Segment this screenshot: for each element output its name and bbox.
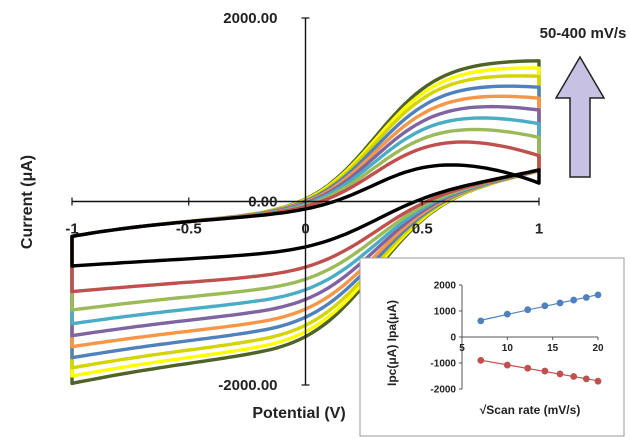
inset-frame — [359, 257, 625, 437]
inset-fit-line-1 — [480, 359, 599, 382]
main-y-tick-label: -2000.00 — [218, 377, 277, 394]
main-x-tick-label: -0.5 — [176, 221, 202, 238]
inset-point-0 — [477, 317, 485, 325]
main-x-tick-label: 0 — [301, 221, 309, 238]
inset-x-tick-label: 15 — [547, 343, 559, 354]
inset-point-0 — [541, 302, 549, 310]
inset-point-0 — [582, 294, 590, 301]
inset-y-tick-label: 2000 — [434, 281, 457, 292]
inset-y-tick-label: -2000 — [430, 385, 456, 396]
main-x-tick-label: 1 — [535, 221, 543, 238]
inset-point-1 — [570, 373, 578, 380]
main-axes: -1 -0.5 0 0.5 1 2000.00 0.00 -2000.00 — [65, 10, 543, 394]
inset-point-0 — [524, 306, 532, 314]
inset-point-1 — [524, 364, 532, 372]
inset-panel: 2000 1000 0 -1000 -2000 5 10 15 20 Ipc(μA) Ipa(μ… — [359, 257, 625, 437]
inset-point-0 — [556, 299, 564, 307]
scan-rate-annotation: 50-400 mV/s — [540, 25, 627, 42]
main-y-axis-title: Current (μA) — [19, 155, 36, 249]
inset-point-1 — [477, 357, 485, 364]
scan-rate-arrow-shape — [554, 55, 606, 178]
main-x-tick-label: -1 — [65, 221, 78, 238]
inset-y-tick-label: 1000 — [434, 307, 457, 318]
inset-x-tick-label: 10 — [502, 343, 514, 354]
cv-curve-50 — [70, 163, 541, 268]
inset-y-tick-label: -1000 — [430, 359, 456, 370]
inset-point-1 — [541, 367, 549, 375]
inset-point-1 — [556, 370, 564, 378]
inset-plot: 2000 1000 0 -1000 -2000 5 10 15 20 — [430, 281, 604, 396]
inset-point-0 — [503, 310, 511, 318]
inset-x-tick-label: 20 — [592, 343, 604, 354]
inset-x-tick-label: 5 — [459, 343, 465, 354]
inset-point-1 — [582, 375, 590, 383]
cv-curves — [70, 59, 541, 386]
main-x-axis-title: Potential (V) — [252, 405, 345, 422]
inset-point-0 — [594, 291, 602, 299]
inset-y-axis-title: Ipc(μA) Ipa(μA) — [385, 300, 399, 386]
inset-x-axis-title: √Scan rate (mV/s) — [480, 403, 581, 417]
inset-fit-line-0 — [480, 294, 599, 321]
inset-y-tick-label: 0 — [450, 333, 456, 344]
main-y-tick-label: 0.00 — [248, 194, 277, 211]
main-y-tick-label: 2000.00 — [223, 10, 277, 27]
inset-point-1 — [594, 377, 602, 385]
scan-rate-arrow — [554, 55, 606, 178]
inset-point-1 — [503, 361, 511, 369]
inset-point-0 — [570, 296, 578, 304]
main-x-tick-label: 0.5 — [412, 221, 433, 238]
